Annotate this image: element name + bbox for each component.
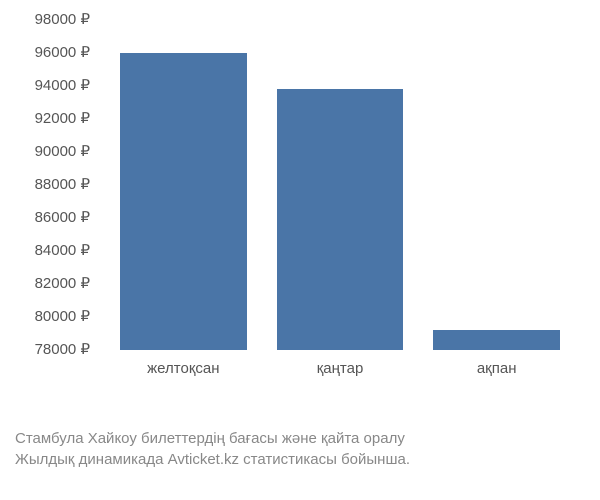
x-tick-label: қаңтар xyxy=(277,360,404,377)
chart-caption: Стамбула Хайкоу билеттердің бағасы және … xyxy=(15,428,585,470)
y-axis: 98000 ₽96000 ₽94000 ₽92000 ₽90000 ₽88000… xyxy=(10,20,95,350)
plot-area xyxy=(100,20,580,350)
caption-line-1: Стамбула Хайкоу билеттердің бағасы және … xyxy=(15,428,585,449)
price-bar-chart: 98000 ₽96000 ₽94000 ₽92000 ₽90000 ₽88000… xyxy=(10,20,580,400)
x-tick-label: ақпан xyxy=(433,360,560,377)
x-tick-label: желтоқсан xyxy=(120,360,247,377)
x-axis: желтоқсан қаңтар ақпан xyxy=(100,360,580,377)
bar xyxy=(433,330,560,350)
bar xyxy=(120,53,247,350)
caption-line-2: Жылдық динамикада Avticket.kz статистика… xyxy=(15,449,585,470)
bar xyxy=(277,89,404,350)
